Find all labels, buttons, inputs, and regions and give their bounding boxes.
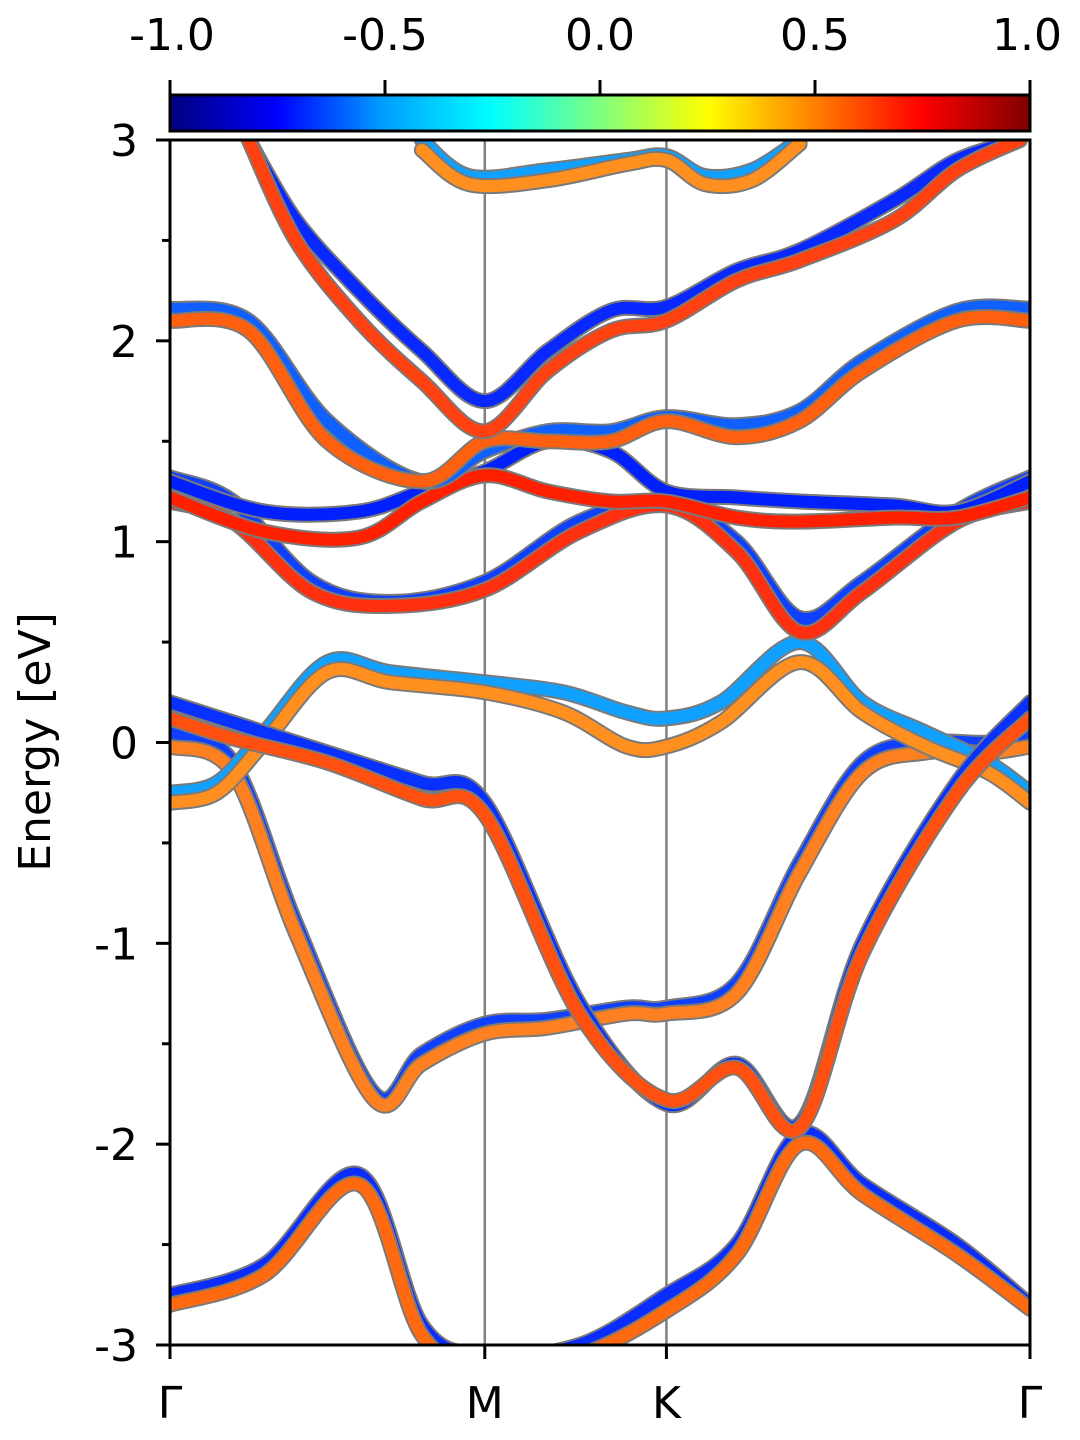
y-tick-label: -3 [94, 1321, 138, 1372]
band-outline [240, 140, 1028, 410]
colorbar-ticks: -1.0 -0.5 0.0 0.5 1.0 [129, 10, 1062, 95]
band-line [170, 300, 1030, 488]
colorbar-tick-label: 1.0 [992, 10, 1062, 61]
x-tick-label: Γ [158, 1378, 183, 1429]
y-tick-label: 1 [110, 518, 138, 569]
colorbar: -1.0 -0.5 0.0 0.5 1.0 [129, 10, 1062, 133]
y-tick-label: 3 [110, 116, 138, 167]
band-line [170, 495, 1030, 639]
y-tick-label: 0 [110, 719, 138, 770]
colorbar-tick-label: 0.0 [565, 10, 635, 61]
band-line [242, 140, 1026, 408]
x-tick-label: M [466, 1378, 504, 1429]
band-line [170, 636, 1030, 799]
plot-area: 3 2 1 0 -1 -2 -3 Γ M K Γ Energy [eV] [10, 116, 1043, 1429]
band-line [415, 140, 806, 193]
x-tick-label: Γ [1018, 1378, 1043, 1429]
colorbar-tick-label: -0.5 [342, 10, 428, 61]
band-line [170, 656, 1030, 809]
y-tick-label: -1 [94, 919, 138, 970]
band-line [170, 311, 1030, 488]
band-line [170, 469, 1030, 546]
y-axis-ticks: 3 2 1 0 -1 -2 -3 [94, 116, 170, 1372]
colorbar-tick-label: -1.0 [129, 10, 215, 61]
colorbar-tick-label: 0.5 [780, 10, 850, 61]
band-line [170, 712, 1030, 1137]
y-tick-label: -2 [94, 1120, 138, 1171]
y-tick-label: 2 [110, 317, 138, 368]
band-line [170, 1136, 1030, 1345]
colorbar-strip [168, 93, 1032, 133]
band-line [242, 140, 1026, 438]
x-tick-label: K [652, 1378, 682, 1429]
band-line [170, 434, 1030, 521]
y-axis-label: Energy [eV] [10, 612, 61, 872]
bands [170, 140, 1030, 1345]
